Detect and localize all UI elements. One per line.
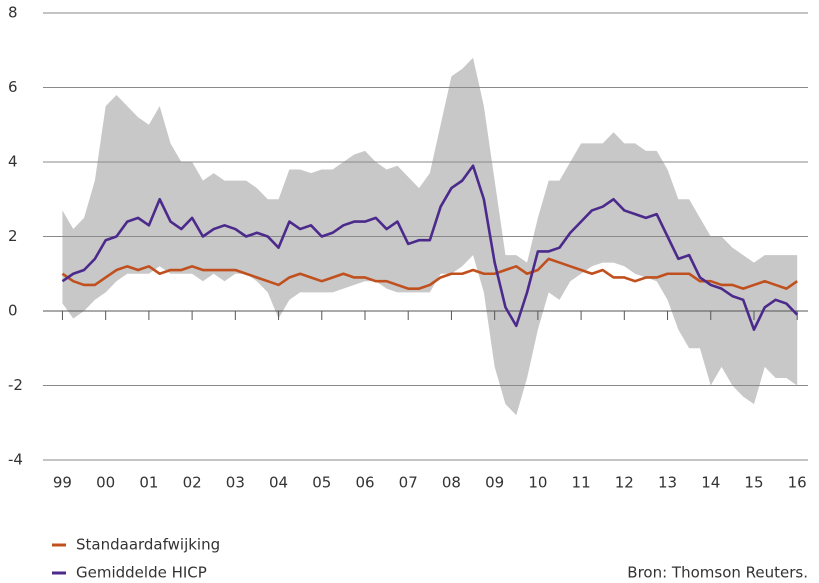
x-tick-label: 05 xyxy=(312,474,331,492)
x-tick-label: 13 xyxy=(658,474,677,492)
x-tick-label: 99 xyxy=(53,474,72,492)
y-tick-label: 8 xyxy=(8,4,18,22)
line xyxy=(61,257,798,290)
x-tick-label: 14 xyxy=(701,474,720,492)
x-tick-label: 03 xyxy=(226,474,245,492)
legend-label: Gemiddelde HICP xyxy=(76,564,207,582)
x-tick-label: 02 xyxy=(183,474,202,492)
x-tick-label: 01 xyxy=(139,474,158,492)
x-tick-label: 12 xyxy=(615,474,634,492)
y-tick-label: 0 xyxy=(8,302,18,320)
x-tick-label: 07 xyxy=(399,474,418,492)
x-tick-label: 00 xyxy=(96,474,115,492)
y-tick-label: 2 xyxy=(8,227,18,245)
x-tick-label: 11 xyxy=(572,474,591,492)
x-tick-label: 04 xyxy=(269,474,288,492)
x-tick-label: 15 xyxy=(744,474,763,492)
y-tick-label: -4 xyxy=(8,451,23,469)
x-tick-label: 06 xyxy=(355,474,374,492)
x-tick-label: 09 xyxy=(485,474,504,492)
x-tick-label: 08 xyxy=(442,474,461,492)
source: Bron: Thomson Reuters. xyxy=(627,564,808,582)
x-tick-label: 16 xyxy=(788,474,807,492)
y-tick-label: 6 xyxy=(8,78,18,96)
line xyxy=(61,164,799,331)
y-tick-label: -2 xyxy=(8,376,23,394)
x-tick-label: 10 xyxy=(528,474,547,492)
legend-label: Standaardafwijking xyxy=(76,536,220,554)
y-tick-label: 4 xyxy=(8,153,18,171)
